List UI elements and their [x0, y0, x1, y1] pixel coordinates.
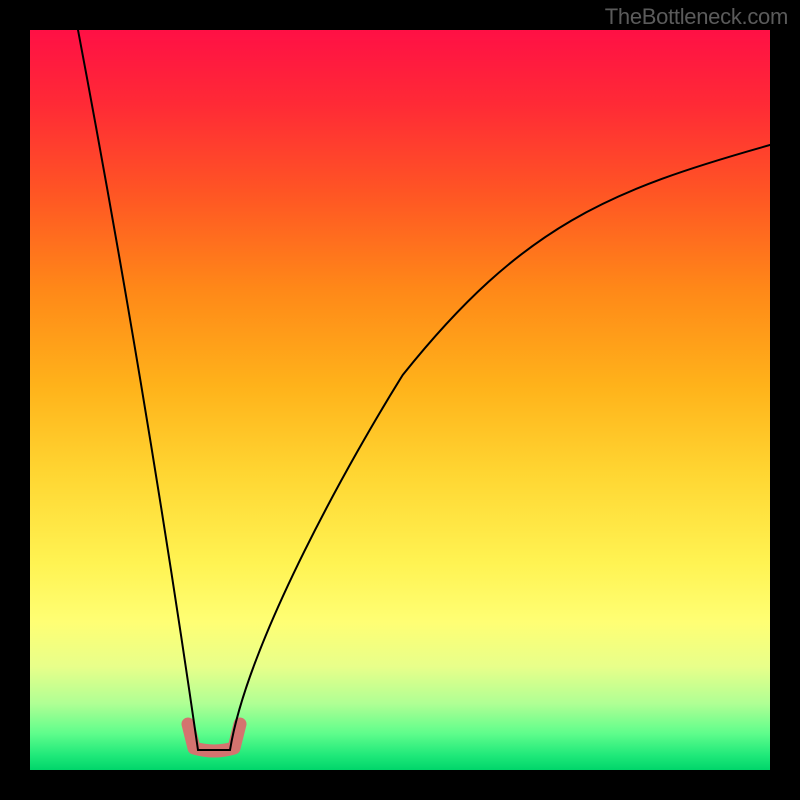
bottleneck-curve: [78, 30, 770, 750]
curve-layer: [30, 30, 770, 770]
plot-area: [30, 30, 770, 770]
chart-container: TheBottleneck.com: [0, 0, 800, 800]
watermark-text: TheBottleneck.com: [605, 4, 788, 30]
